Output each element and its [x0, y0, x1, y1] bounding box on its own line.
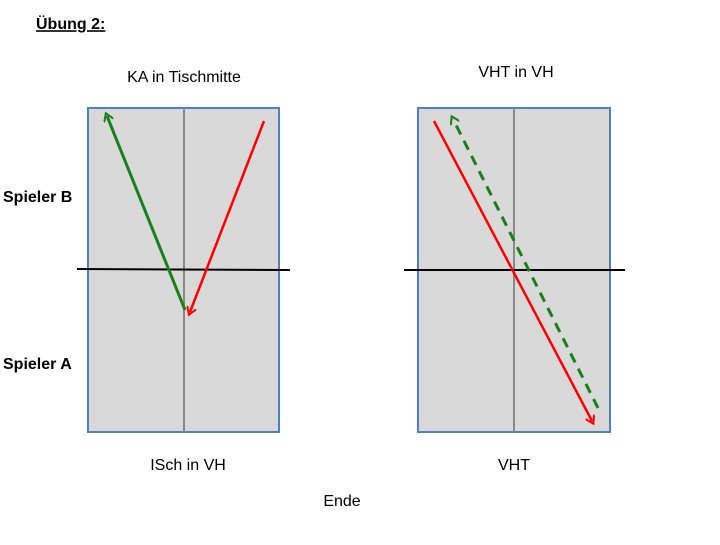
table-2: VHT in VH VHT: [404, 64, 625, 474]
net: [76, 268, 291, 271]
table-1: KA in Tischmitte ISch in VH: [76, 69, 291, 474]
table-label: VHT: [498, 457, 530, 474]
arrow: [190, 120, 266, 312]
arrow: [107, 116, 187, 311]
table-label: KA in Tischmitte: [127, 69, 241, 86]
arrow: [453, 119, 600, 409]
table-label: VHT in VH: [478, 64, 553, 81]
player-label: Spieler B: [3, 189, 72, 206]
player-label: Spieler A: [3, 356, 72, 373]
arrow: [432, 120, 592, 421]
title: Übung 2:: [36, 14, 105, 33]
table-label: ISch in VH: [150, 457, 226, 474]
footer: Ende: [323, 493, 360, 510]
